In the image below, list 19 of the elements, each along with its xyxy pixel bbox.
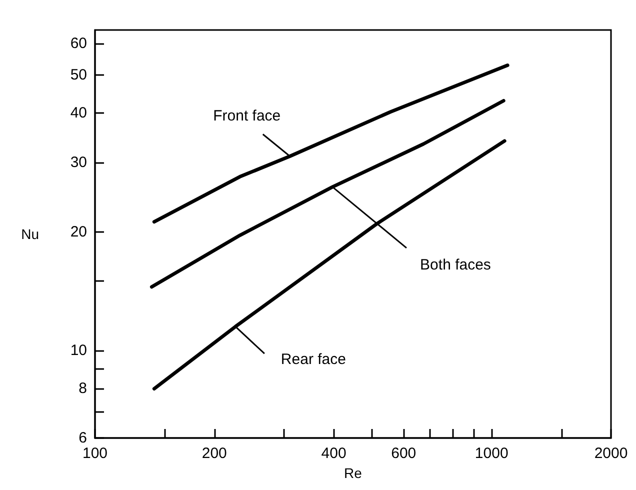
x-tick-label: 400 xyxy=(321,445,346,462)
x-tick-label: 100 xyxy=(82,445,108,462)
y-tick-label: 10 xyxy=(70,342,87,360)
y-tick-label: 20 xyxy=(70,223,87,240)
y-tick-label: 8 xyxy=(78,380,87,398)
annotation: Front face xyxy=(213,108,281,125)
x-tick-label: 2000 xyxy=(594,445,628,462)
y-tick-label: 50 xyxy=(70,66,87,84)
annotation: Rear face xyxy=(280,351,346,368)
x-axis-title: Re xyxy=(344,464,362,481)
y-tick-label: 6 xyxy=(78,430,87,446)
y-tick-label: 40 xyxy=(70,104,87,122)
y-tick-label: 30 xyxy=(70,154,87,171)
x-tick-label: 1000 xyxy=(474,445,508,462)
y-tick-label: 60 xyxy=(70,35,87,52)
y-axis-title: Nu xyxy=(21,226,39,242)
x-tick-label: 200 xyxy=(202,445,227,462)
x-tick-label: 600 xyxy=(391,445,416,462)
annotation: Both faces xyxy=(420,256,491,274)
